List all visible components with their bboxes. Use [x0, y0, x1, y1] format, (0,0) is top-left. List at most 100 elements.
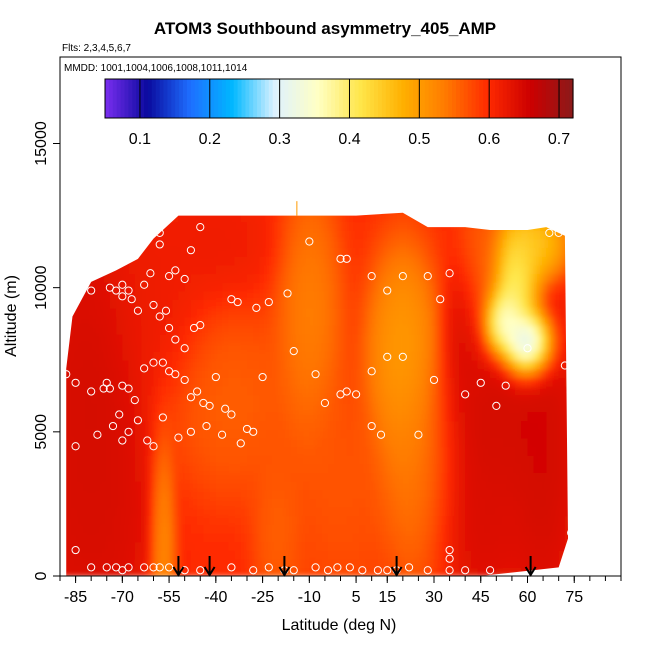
heatmap-cell	[328, 281, 336, 292]
heatmap-cell	[265, 428, 273, 439]
heatmap-cell	[384, 567, 392, 576]
heatmap-cell	[390, 264, 398, 275]
heatmap-cell	[141, 541, 149, 551]
heatmap-cell	[402, 238, 410, 249]
heatmap-cell	[234, 515, 242, 525]
heatmap-cell	[377, 221, 385, 231]
heatmap-cell	[290, 428, 298, 439]
heatmap-cell	[72, 368, 80, 378]
heatmap-cell	[359, 221, 367, 231]
heatmap-cell	[141, 403, 149, 413]
heatmap-cell	[234, 541, 242, 551]
heatmap-cell	[97, 221, 105, 231]
heatmap-cell	[122, 420, 130, 430]
heatmap-cell	[384, 558, 392, 569]
heatmap-cell	[440, 333, 448, 344]
heatmap-cell	[172, 238, 180, 249]
heatmap-cell	[465, 550, 473, 560]
heatmap-cell	[365, 377, 373, 387]
heatmap-cell	[371, 325, 379, 335]
heatmap-cell	[159, 290, 167, 300]
heatmap-cell	[178, 307, 186, 318]
heatmap-cell	[66, 524, 74, 534]
heatmap-cell	[278, 403, 286, 413]
heatmap-cell	[178, 411, 186, 422]
heatmap-cell	[222, 385, 230, 396]
heatmap-cell	[265, 550, 273, 560]
heatmap-cell	[421, 264, 429, 275]
heatmap-cell	[490, 472, 498, 482]
heatmap-cell	[502, 316, 510, 326]
heatmap-cell	[184, 230, 192, 240]
sample-point	[87, 286, 96, 295]
heatmap-cell	[384, 342, 392, 352]
heatmap-cell	[265, 411, 273, 422]
heatmap-cell	[109, 515, 117, 525]
heatmap-cell	[564, 307, 569, 318]
sample-point	[252, 303, 261, 312]
heatmap-cell	[197, 377, 205, 387]
chart-title: ATOM3 Southbound asymmetry_405_AMP	[154, 19, 496, 38]
heatmap-cell	[496, 489, 504, 499]
heatmap-cell	[215, 472, 223, 482]
heatmap-cell	[165, 506, 173, 517]
heatmap-cell	[84, 333, 92, 344]
heatmap-cell	[322, 195, 329, 204]
heatmap-cell	[172, 394, 180, 404]
heatmap-cell	[209, 420, 217, 430]
heatmap-cell	[134, 212, 142, 223]
sample-point	[158, 358, 167, 367]
heatmap-cell	[215, 351, 223, 361]
heatmap-cell	[315, 325, 323, 335]
heatmap-cell	[66, 506, 74, 517]
heatmap-cell	[546, 333, 554, 344]
heatmap-cell	[483, 472, 491, 482]
heatmap-cell	[228, 403, 236, 413]
heatmap-cell	[222, 212, 230, 223]
heatmap-cell	[539, 411, 547, 422]
heatmap-cell	[465, 255, 473, 266]
heatmap-cell	[502, 325, 510, 335]
heatmap-cell	[303, 498, 311, 508]
heatmap-cell	[109, 541, 117, 551]
heatmap-cell	[533, 480, 541, 491]
colorbar: 0.1 0.2 0.3 0.4 0.5 0.6 0.7	[104, 78, 574, 148]
heatmap-cell	[72, 351, 80, 361]
heatmap-cell	[240, 567, 248, 576]
heatmap-cell	[539, 403, 547, 413]
heatmap-cell	[465, 515, 473, 525]
heatmap-cell	[278, 264, 286, 275]
heatmap-cell	[271, 307, 279, 318]
heatmap-cell	[390, 463, 398, 473]
heatmap-cell	[78, 411, 86, 422]
heatmap-cell	[346, 411, 354, 422]
heatmap-cell	[259, 498, 267, 508]
heatmap-cell	[564, 273, 569, 283]
heatmap-cell	[328, 532, 336, 543]
heatmap-cell	[508, 255, 516, 266]
heatmap-cell	[271, 489, 279, 499]
heatmap-cell	[253, 281, 261, 292]
heatmap-cell	[371, 351, 379, 361]
heatmap-cell	[116, 506, 124, 517]
colorbar-stripe	[218, 79, 223, 118]
heatmap-cell	[203, 463, 211, 473]
heatmap-cell	[558, 498, 566, 508]
heatmap-cell	[334, 368, 342, 378]
heatmap-cell	[104, 195, 111, 204]
heatmap-cell	[533, 359, 541, 370]
heatmap-cell	[265, 281, 273, 292]
heatmap-cell	[122, 550, 130, 560]
colorbar-stripe	[202, 79, 207, 118]
heatmap-cell	[203, 377, 211, 387]
heatmap-cell	[265, 498, 273, 508]
heatmap-cell	[515, 446, 523, 456]
heatmap-cell	[240, 290, 248, 300]
colorbar-tick-label: 0.5	[408, 131, 430, 148]
heatmap-cell	[240, 299, 248, 309]
heatmap-cell	[209, 238, 217, 249]
heatmap-cell	[365, 333, 373, 344]
heatmap-cell	[334, 377, 342, 387]
heatmap-cell	[190, 212, 198, 223]
heatmap-cell	[490, 351, 498, 361]
